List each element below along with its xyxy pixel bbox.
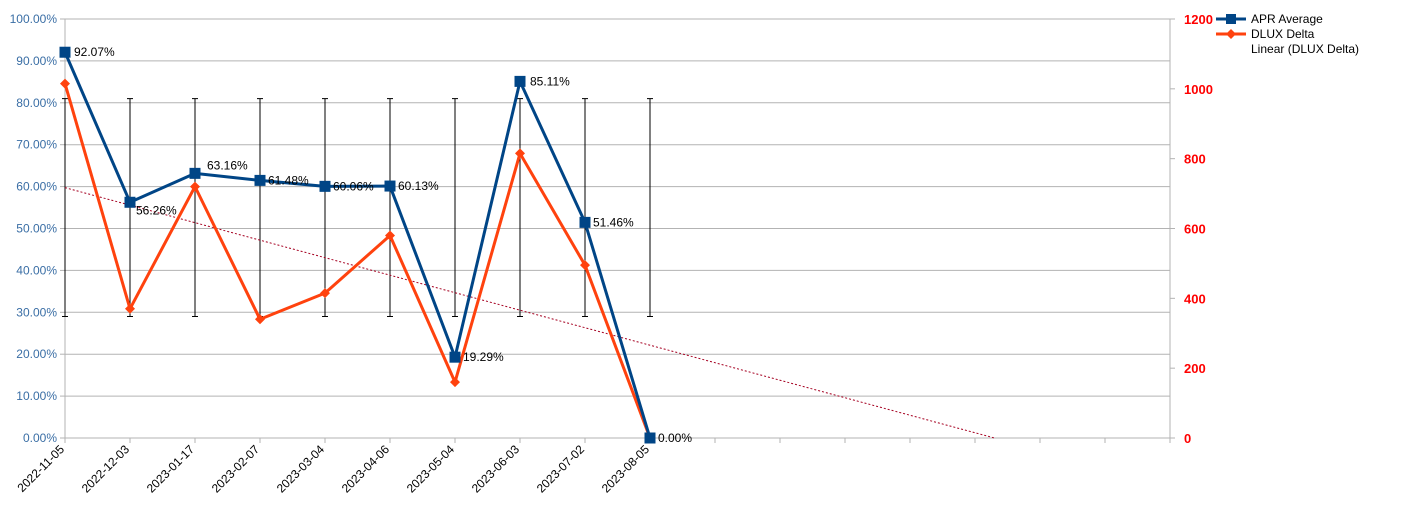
x-tick-label: 2023-05-04 [404,442,458,496]
left-tick-label: 100.00% [10,12,58,26]
dlux-delta-point [515,148,525,159]
right-tick-label: 800 [1184,152,1206,167]
right-tick-label: 600 [1184,222,1206,237]
right-tick-label: 1200 [1184,12,1213,27]
apr-average-point [384,180,396,192]
legend-trendline-label: Linear (DLUX Delta) [1251,42,1359,56]
legend-dlux-marker [1226,29,1236,39]
apr-average-point [189,167,201,179]
apr-data-label: 51.46% [593,215,634,229]
apr-average-point [319,180,331,192]
apr-data-label: 60.06% [333,179,374,193]
right-tick-label: 0 [1184,431,1191,446]
apr-data-label: 60.13% [398,179,439,193]
apr-data-label: 56.26% [136,203,177,217]
dlux-delta-point [385,230,395,241]
left-tick-label: 0.00% [23,431,57,445]
x-tick-label: 2022-12-03 [79,442,133,496]
x-tick-label: 2023-07-02 [534,442,588,496]
apr-data-label: 92.07% [74,45,115,59]
right-tick-label: 200 [1184,361,1206,376]
left-tick-label: 30.00% [16,305,57,319]
dlux-delta-point [60,78,70,89]
trendline [64,187,995,439]
gridlines [65,18,1170,397]
dlux-delta-point [580,260,590,271]
series-group [59,46,656,444]
apr-data-label: 61.48% [268,173,309,187]
left-tick-label: 80.00% [16,96,57,110]
x-tick-label: 2022-11-05 [14,442,67,495]
apr-average-point [579,216,591,228]
dlux-delta-point [320,288,330,299]
dlux-delta-point [450,377,460,388]
left-tick-label: 20.00% [16,347,57,361]
dlux-delta-point [255,314,265,325]
x-tick-label: 2023-06-03 [469,442,523,496]
data-labels: 92.07% 56.26% 63.16% 61.48% 60.06% 60.13% 19.2… [74,45,692,445]
error-bars [62,98,653,317]
apr-average-point [124,196,136,208]
apr-average-point [449,351,461,363]
right-tick-label: 400 [1184,291,1206,306]
apr-average-line [63,51,652,439]
apr-data-label: 63.16% [207,158,248,172]
left-tick-label: 40.00% [16,263,57,277]
x-tick-label: 2023-02-07 [209,442,263,496]
trendline-linear-dlux-delta [64,187,995,439]
left-axis-ticks: 0.00% 10.00% 20.00% 30.00% 40.00% 50.00% 60.00… [10,12,58,445]
apr-data-label: 85.11% [530,74,570,88]
dlux-delta-line [63,83,652,439]
left-tick-label: 50.00% [16,222,57,236]
apr-average-point [254,174,266,186]
right-axis-ticks: 0 200 400 600 800 1000 1200 [1184,12,1213,446]
legend-apr-marker [1226,14,1236,24]
right-tick-label: 1000 [1184,82,1213,97]
x-tick-label: 2023-03-04 [274,442,328,496]
legend-apr-label: APR Average [1251,12,1323,26]
left-tick-label: 10.00% [16,389,57,403]
x-tick-label: 2023-08-05 [599,442,653,496]
left-tick-label: 70.00% [16,138,57,152]
x-axis-ticks: 2022-11-05 2022-12-03 2023-01-17 2023-02-07… [14,442,652,496]
dlux-delta-point [125,303,135,314]
apr-average-point [644,432,656,444]
apr-data-label: 0.00% [658,431,692,445]
apr-average-point [514,75,526,87]
apr-average-point [59,46,71,58]
x-tick-label: 2023-04-06 [339,442,393,496]
apr-data-label: 19.29% [463,350,504,364]
axes [60,18,1175,443]
legend-dlux-label: DLUX Delta [1251,27,1315,41]
left-tick-label: 90.00% [16,54,57,68]
x-tick-label: 2023-01-17 [144,442,198,496]
dlux-delta-point [190,181,200,192]
left-tick-label: 60.00% [16,180,57,194]
